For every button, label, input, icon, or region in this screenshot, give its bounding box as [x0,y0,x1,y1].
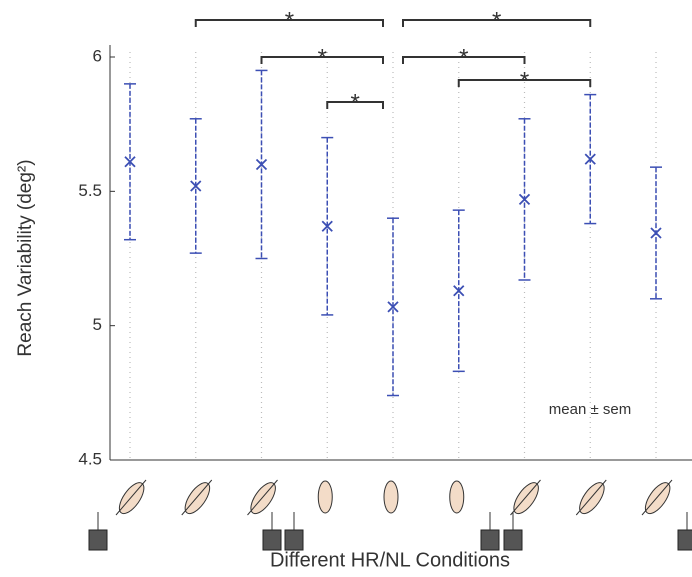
significance-label: * [459,44,468,71]
condition-icon [383,480,399,514]
mean-marker [124,156,136,168]
y-tick-label: 5 [93,315,102,334]
mean-marker [518,193,531,206]
mean-marker [387,301,399,313]
significance-bracket [326,101,384,109]
condition-icon [250,482,276,515]
condition-icon [115,479,147,516]
condition-icon [677,529,692,551]
condition-icon [513,482,539,515]
mean-marker [584,153,596,165]
condition-icon [510,479,541,516]
significance-label: * [285,7,294,34]
condition-icon [247,479,278,516]
y-axis-label: Reach Variability (deg²) [15,159,36,356]
mean-marker [190,180,202,192]
significance-label: * [492,7,501,34]
significance-label: * [318,44,327,71]
condition-icon [644,482,671,515]
significance-label: * [350,89,359,116]
condition-icon [118,482,145,515]
y-tick-label: 4.5 [78,449,102,468]
condition-icon [579,482,605,515]
annotation: mean ± sem [549,401,631,418]
significance-label: * [520,67,529,94]
significance-bracket [194,19,384,27]
y-tick-label: 5.5 [78,181,102,200]
condition-icon [641,479,673,516]
mean-marker [650,227,662,239]
mean-marker [255,158,268,171]
significance-bracket [402,19,592,27]
condition-icon [88,529,108,551]
condition-icon [575,479,607,516]
significance-bracket [402,56,526,64]
mean-marker [321,220,333,232]
condition-icon [181,479,213,516]
condition-icon [449,480,465,514]
condition-icon [184,482,211,515]
condition-icon [284,529,304,551]
condition-icon [503,529,523,551]
x-axis-label: Different HR/NL Conditions [270,549,510,571]
mean-marker [453,285,465,297]
significance-bracket [457,79,592,87]
condition-icon [480,529,500,551]
significance-bracket [260,56,384,64]
y-tick-label: 6 [93,46,102,65]
condition-icon [317,480,333,514]
condition-icon [262,529,282,551]
